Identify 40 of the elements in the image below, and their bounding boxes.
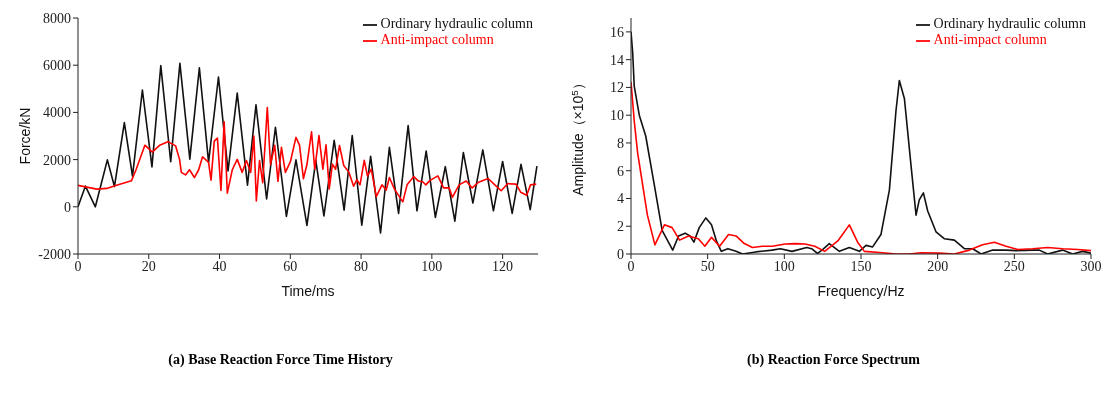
y-tick-label: 6000	[43, 58, 71, 74]
x-tick-label: 120	[492, 258, 514, 274]
x-axis-title: Time/ms	[281, 283, 335, 299]
y-tick-label: 0	[617, 246, 624, 262]
x-tick-label: 0	[74, 258, 82, 274]
x-axis-title: Frequency/Hz	[817, 283, 905, 299]
x-tick-label: 250	[1003, 258, 1025, 274]
x-tick-label: 0	[627, 258, 635, 274]
y-tick-label: 6	[617, 163, 624, 179]
x-tick-label: 60	[283, 258, 298, 274]
legend-label: Anti-impact column	[933, 32, 1047, 47]
y-tick-label: 4	[617, 191, 624, 207]
y-tick-label: 2	[617, 219, 624, 235]
text: (a) Base Reaction Force Time History	[167, 352, 394, 368]
y-axis-title: Force/kN	[17, 107, 33, 165]
y-tick-label: 2000	[43, 152, 71, 168]
line-series	[78, 106, 538, 203]
y-tick-label: 14	[610, 52, 624, 68]
y-tick-label: 0	[64, 199, 71, 215]
legend-label: Anti-impact column	[380, 32, 494, 47]
x-tick-label: 50	[700, 258, 715, 274]
y-tick-label: 8000	[43, 10, 71, 26]
x-tick-label: 20	[141, 258, 156, 274]
legend-label: Ordinary hydraulic column	[933, 16, 1086, 31]
legend-label: Ordinary hydraulic column	[380, 16, 533, 31]
x-tick-label: 100	[421, 258, 443, 274]
y-tick-label: 12	[610, 80, 624, 96]
line-series	[78, 62, 538, 234]
y-tick-label: 8	[617, 135, 624, 151]
y-tick-label: 4000	[43, 105, 71, 121]
text: (b) Reaction Force Spectrum	[746, 352, 921, 368]
y-tick-label: 16	[610, 24, 624, 40]
x-tick-label: 100	[773, 258, 795, 274]
y-tick-label: 10	[610, 108, 624, 124]
x-tick-label: 200	[927, 258, 949, 274]
x-tick-label: 80	[354, 258, 369, 274]
x-tick-label: 300	[1080, 258, 1102, 274]
x-tick-label: 40	[212, 258, 227, 274]
x-tick-label: 150	[850, 258, 872, 274]
y-tick-label: -2000	[38, 246, 71, 262]
